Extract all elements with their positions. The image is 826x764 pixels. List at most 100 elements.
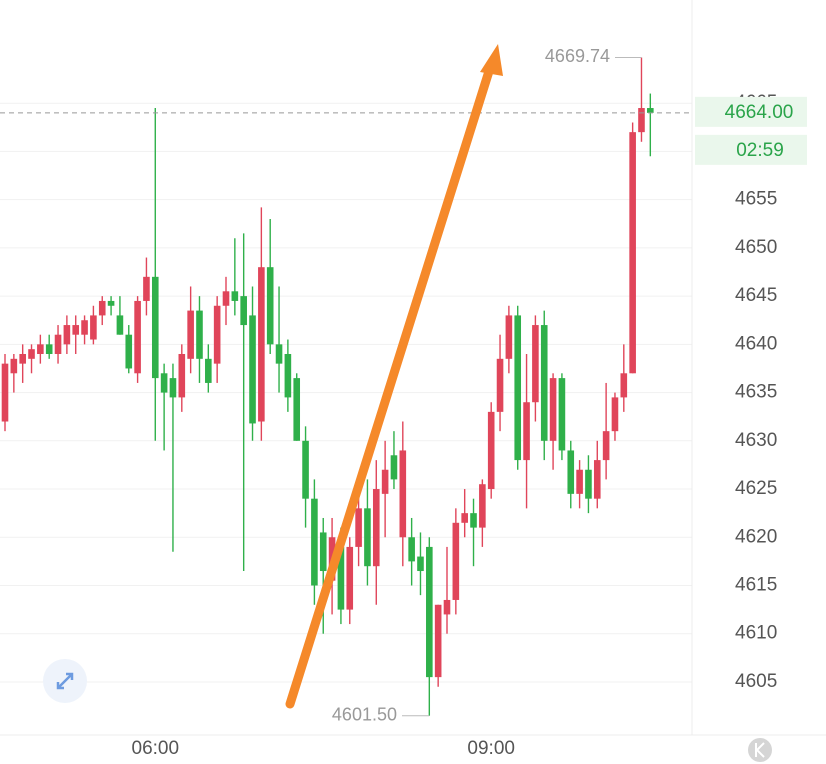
candle-body (284, 353, 292, 398)
candle-body (408, 537, 415, 562)
candle-body (72, 325, 80, 335)
expand-button[interactable] (43, 659, 87, 703)
candle-body (532, 325, 539, 403)
candle-body (293, 378, 301, 441)
trend-arrow (285, 44, 503, 709)
candle-body (275, 344, 283, 364)
candle-body (28, 349, 35, 359)
candle-body (452, 522, 460, 600)
candle-body (567, 450, 575, 494)
candle-body (311, 498, 318, 586)
candle-body (240, 296, 247, 326)
countdown-label: 02:59 (736, 140, 784, 161)
candle-body (178, 353, 186, 398)
candle-body (611, 397, 619, 432)
y-tick-label: 4655 (735, 189, 777, 210)
candle-body (196, 310, 203, 359)
candle-body (399, 450, 407, 538)
candle-body (479, 484, 486, 528)
candle-body (134, 300, 141, 374)
y-tick-label: 4640 (735, 333, 777, 354)
candle-body (549, 378, 557, 441)
arrow-head (480, 44, 503, 76)
candle-body (364, 508, 371, 567)
candle-body (63, 325, 71, 345)
candle-body (647, 108, 654, 113)
candle-body (10, 358, 18, 374)
grid: 4605 4610 4615 4620 4625 4630 4635 4640 4645 4650… (0, 92, 777, 759)
candle-body (496, 358, 504, 412)
candle-body (231, 291, 239, 301)
max-label: 4669.74 (545, 46, 610, 66)
candle-body (434, 604, 442, 678)
candle-body (638, 108, 645, 133)
candle-body (381, 469, 389, 494)
overlay: 4669.74 4601.50 4664.00 02:59 (0, 46, 807, 724)
k-button[interactable] (748, 738, 772, 762)
y-tick-label: 4620 (735, 526, 777, 547)
candle-body (125, 334, 133, 369)
y-tick-label: 4630 (735, 430, 777, 451)
candle-body (302, 440, 309, 499)
candle-body (222, 291, 230, 306)
candle-body (558, 378, 566, 451)
x-tick-label: 09:00 (467, 738, 515, 759)
candle-body (593, 460, 601, 499)
y-tick-label: 4625 (735, 478, 777, 499)
candle-body (620, 373, 628, 398)
k-icon[interactable] (755, 742, 765, 758)
candle-body (107, 300, 115, 306)
candle-body (514, 315, 522, 461)
candle-body (98, 300, 106, 316)
y-tick-label: 4615 (735, 575, 777, 596)
expand-icon[interactable] (56, 672, 74, 690)
candle-body (355, 508, 362, 547)
candle-body (90, 315, 97, 340)
x-tick-label: 06:00 (132, 738, 180, 759)
candle-body (602, 431, 610, 461)
candle-body (417, 556, 424, 572)
candle-body (258, 267, 265, 422)
last-price-label: 4664.00 (725, 102, 794, 123)
candle-body (45, 344, 53, 354)
candle-body (426, 546, 433, 678)
candle-body (54, 334, 62, 354)
candle-body (37, 344, 44, 354)
candle-body (19, 353, 26, 364)
candle-body (372, 489, 380, 567)
arrow-shaft (285, 63, 495, 709)
countdown-badge (695, 134, 807, 165)
candle-body (443, 599, 451, 615)
last-price-badge (695, 96, 807, 127)
candle-body (160, 373, 168, 393)
min-label: 4601.50 (332, 704, 397, 724)
y-tick-label: 4635 (735, 382, 777, 403)
candle-body (461, 513, 468, 523)
candle-body (169, 378, 177, 398)
y-tick-label: 4645 (735, 285, 777, 306)
y-tick-label: 4650 (735, 237, 777, 258)
candle-body (523, 402, 530, 461)
candle-body (143, 276, 150, 301)
candle-body (213, 305, 221, 364)
candle-body (346, 546, 354, 610)
candles (1, 57, 654, 716)
candle-body (505, 315, 513, 359)
candle-body (390, 455, 398, 480)
candle-body (470, 513, 477, 528)
y-tick-label: 4605 (735, 671, 777, 692)
candle-body (116, 315, 124, 335)
candle-body (629, 132, 636, 374)
candle-body (576, 469, 583, 494)
candle-body (81, 320, 88, 335)
y-tick-label: 4610 (735, 623, 777, 644)
k-circle[interactable] (748, 738, 772, 762)
candle-body (205, 358, 212, 383)
candle-body (337, 546, 345, 610)
candle-body (1, 363, 9, 422)
candle-body (249, 315, 256, 424)
candle-body (487, 411, 495, 490)
candle-body (151, 276, 159, 379)
candle-body (319, 532, 327, 572)
